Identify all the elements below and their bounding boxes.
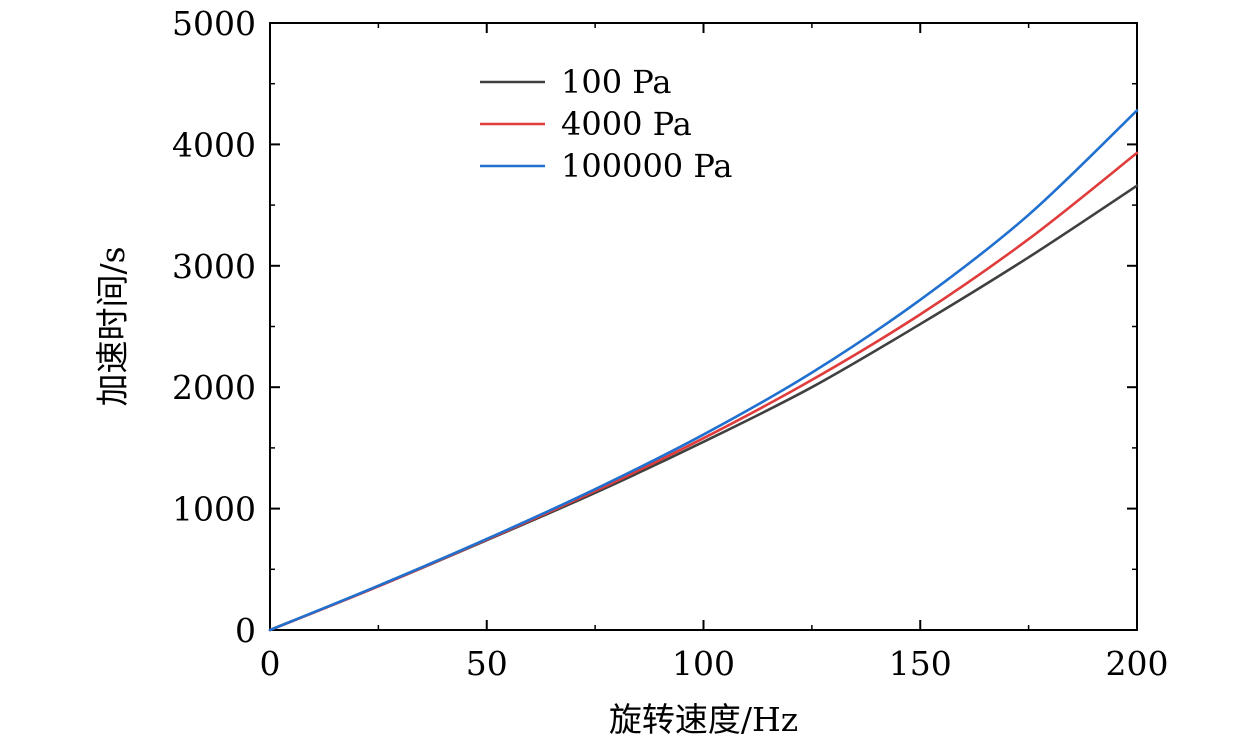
x-tick-label: 0 [260, 644, 281, 683]
y-tick-label: 5000 [172, 4, 256, 43]
series-line-1 [268, 184, 1139, 632]
x-tick-label: 50 [466, 644, 508, 683]
y-axis-title: 加速时间/s [93, 246, 132, 406]
legend-label: 4000 Pa [561, 105, 692, 143]
legend: 100 Pa 4000 Pa 100000 Pa [480, 63, 733, 185]
series-line-2 [268, 151, 1139, 632]
legend-label: 100 Pa [561, 63, 671, 101]
y-tick-label: 2000 [172, 368, 256, 407]
legend-item: 4000 Pa [480, 105, 692, 143]
y-tick-labels: 0 1000 2000 3000 4000 5000 [172, 4, 256, 650]
legend-item: 100 Pa [480, 63, 671, 101]
x-tick-label: 200 [1106, 644, 1169, 683]
minor-ticks [270, 23, 1137, 630]
legend-label: 100000 Pa [561, 147, 733, 185]
legend-item: 100000 Pa [480, 147, 733, 185]
y-tick-label: 1000 [172, 490, 256, 529]
x-tick-label: 100 [672, 644, 735, 683]
y-tick-label: 4000 [172, 125, 256, 164]
major-ticks [269, 22, 1138, 631]
x-axis-title: 旋转速度/Hz [609, 700, 798, 739]
plot-frame [269, 22, 1138, 631]
x-tick-label: 150 [889, 644, 952, 683]
plot-area [268, 22, 1139, 632]
x-tick-labels: 0 50 100 150 200 [260, 644, 1169, 683]
y-tick-label: 0 [235, 611, 256, 650]
y-tick-label: 3000 [172, 247, 256, 286]
series-lines [268, 109, 1139, 632]
series-line-3 [268, 109, 1139, 632]
